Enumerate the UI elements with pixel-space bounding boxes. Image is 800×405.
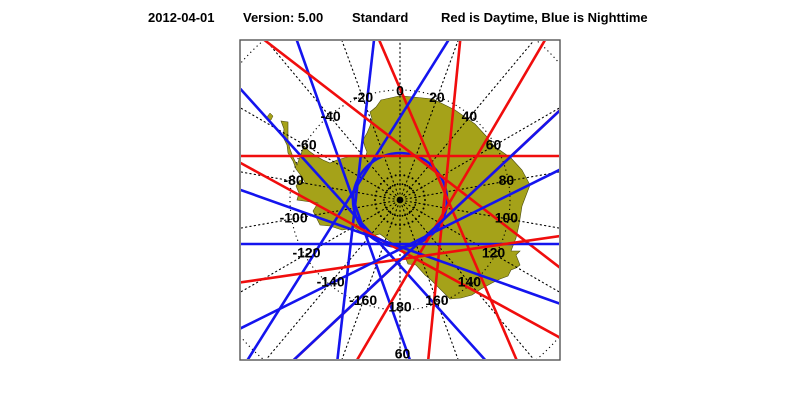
svg-text:-160: -160 — [349, 292, 377, 308]
svg-text:-120: -120 — [292, 245, 320, 261]
svg-text:Standard: Standard — [352, 10, 408, 25]
svg-text:0: 0 — [396, 83, 404, 99]
svg-text:160: 160 — [425, 292, 449, 308]
svg-text:-40: -40 — [320, 108, 340, 124]
svg-text:-100: -100 — [280, 210, 308, 226]
svg-text:100: 100 — [495, 210, 519, 226]
svg-text:-140: -140 — [317, 273, 345, 289]
svg-text:60: 60 — [486, 137, 502, 153]
svg-text:-80: -80 — [283, 172, 303, 188]
svg-text:80: 80 — [499, 172, 515, 188]
svg-text:140: 140 — [458, 273, 482, 289]
svg-text:Red is Daytime, Blue is Nightt: Red is Daytime, Blue is Nighttime — [441, 10, 648, 25]
svg-text:-60: -60 — [296, 137, 316, 153]
svg-text:2012-04-01: 2012-04-01 — [148, 10, 215, 25]
svg-text:20: 20 — [429, 89, 445, 105]
svg-text:40: 40 — [462, 108, 478, 124]
svg-text:Version: 5.00: Version: 5.00 — [243, 10, 323, 25]
svg-text:-20: -20 — [353, 89, 373, 105]
svg-text:180: 180 — [388, 299, 412, 315]
svg-text:120: 120 — [482, 245, 506, 261]
svg-text:60: 60 — [395, 346, 411, 362]
